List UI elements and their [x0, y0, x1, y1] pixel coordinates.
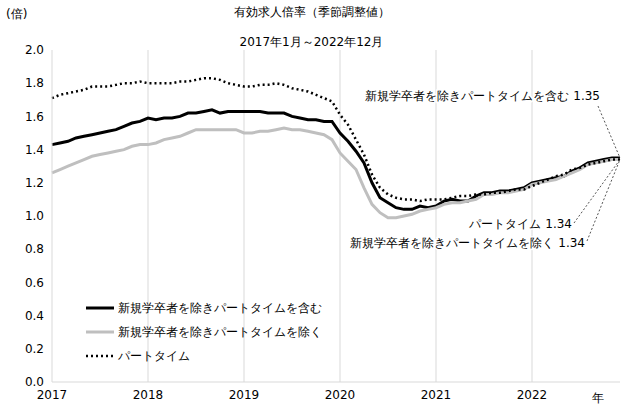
- svg-text:1.8: 1.8: [25, 76, 44, 90]
- svg-text:0.8: 0.8: [25, 242, 44, 256]
- svg-text:0.0: 0.0: [25, 375, 44, 389]
- svg-text:2017年1月～2022年12月: 2017年1月～2022年12月: [240, 35, 384, 49]
- svg-text:パートタイム 1.34: パートタイム 1.34: [468, 217, 572, 231]
- svg-text:有効求人倍率（季節調整値）: 有効求人倍率（季節調整値）: [234, 5, 390, 19]
- svg-text:パートタイム: パートタイム: [117, 349, 190, 363]
- svg-text:2020: 2020: [325, 388, 356, 402]
- svg-text:1.2: 1.2: [25, 176, 44, 190]
- svg-text:2019: 2019: [229, 388, 260, 402]
- svg-text:新規学卒者を除きパートタイムを除く: 新規学卒者を除きパートタイムを除く: [118, 325, 322, 339]
- svg-text:1.0: 1.0: [25, 209, 44, 223]
- svg-text:2018: 2018: [133, 388, 164, 402]
- svg-text:0.2: 0.2: [25, 342, 44, 356]
- svg-text:2021: 2021: [421, 388, 452, 402]
- svg-text:1.4: 1.4: [25, 143, 44, 157]
- svg-text:年: 年: [592, 391, 604, 405]
- svg-text:新規学卒者を除きパートタイムを含む 1.35: 新規学卒者を除きパートタイムを含む 1.35: [365, 89, 600, 103]
- svg-text:0.6: 0.6: [25, 276, 44, 290]
- svg-text:(倍): (倍): [8, 7, 27, 21]
- svg-text:1.6: 1.6: [25, 110, 44, 124]
- svg-text:新規学卒者を除きパートタイムを含む: 新規学卒者を除きパートタイムを含む: [118, 301, 322, 315]
- svg-text:2022: 2022: [517, 388, 548, 402]
- svg-text:0.4: 0.4: [25, 309, 44, 323]
- svg-text:2.0: 2.0: [25, 43, 44, 57]
- svg-text:新規学卒者を除きパートタイムを除く 1.34: 新規学卒者を除きパートタイムを除く 1.34: [350, 236, 585, 250]
- svg-text:2017: 2017: [37, 388, 68, 402]
